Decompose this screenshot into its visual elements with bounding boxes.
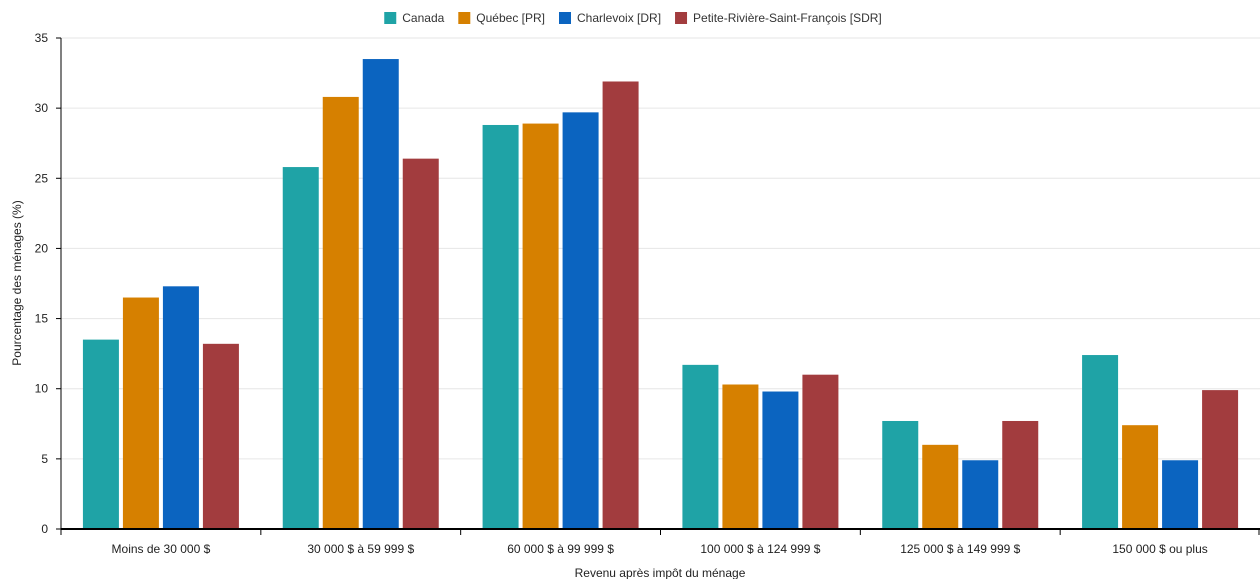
legend-item[interactable]: Charlevoix [DR] bbox=[559, 11, 661, 25]
bar[interactable] bbox=[802, 374, 839, 529]
legend-swatch bbox=[458, 12, 471, 24]
legend-swatch bbox=[384, 12, 397, 24]
bar[interactable] bbox=[202, 343, 239, 529]
y-tick-label: 20 bbox=[35, 241, 49, 255]
legend-item[interactable]: Canada bbox=[384, 11, 445, 25]
legend-label: Québec [PR] bbox=[476, 11, 545, 25]
legend-swatch bbox=[675, 12, 688, 24]
bar[interactable] bbox=[962, 460, 999, 529]
bar[interactable] bbox=[1202, 390, 1239, 529]
bar[interactable] bbox=[322, 96, 359, 530]
x-tick-label: 100 000 $ à 124 999 $ bbox=[700, 542, 820, 556]
bar[interactable] bbox=[1122, 425, 1159, 529]
axes: 0 5 10 15 20 25 30 35 Moins de 30 000 $ 30 000 $ … bbox=[35, 31, 1260, 556]
bar[interactable] bbox=[1002, 420, 1039, 529]
legend-label: Canada bbox=[402, 11, 444, 25]
bar[interactable] bbox=[362, 59, 399, 530]
bar[interactable] bbox=[762, 391, 799, 529]
x-tick-label: 60 000 $ à 99 999 $ bbox=[507, 542, 614, 556]
y-tick-label: 35 bbox=[35, 31, 49, 45]
bar[interactable] bbox=[562, 112, 599, 529]
legend-swatch bbox=[559, 12, 571, 24]
y-axis-title: Pourcentage des ménages (%) bbox=[10, 200, 24, 365]
legend-label: Petite-Rivière-Saint-François [SDR] bbox=[693, 11, 882, 25]
grid bbox=[61, 37, 1260, 460]
bar[interactable] bbox=[722, 384, 759, 529]
bars bbox=[82, 59, 1239, 530]
legend-item[interactable]: Québec [PR] bbox=[458, 11, 545, 25]
x-tick-label: Moins de 30 000 $ bbox=[112, 542, 211, 556]
y-tick-label: 10 bbox=[35, 382, 49, 396]
bar[interactable] bbox=[82, 339, 119, 529]
y-tick-label: 30 bbox=[35, 101, 49, 115]
legend-label: Charlevoix [DR] bbox=[577, 11, 661, 25]
x-tick-label: 30 000 $ à 59 999 $ bbox=[307, 542, 414, 556]
x-tick-label: 125 000 $ à 149 999 $ bbox=[900, 542, 1020, 556]
bar[interactable] bbox=[1082, 355, 1119, 529]
bar[interactable] bbox=[402, 158, 439, 529]
y-tick-label: 0 bbox=[41, 522, 48, 536]
y-tick-label: 15 bbox=[35, 312, 49, 326]
bar[interactable] bbox=[122, 297, 159, 529]
legend[interactable]: Canada Québec [PR] Charlevoix [DR] Petite-R… bbox=[384, 11, 882, 25]
bar[interactable] bbox=[162, 286, 199, 529]
bar[interactable] bbox=[682, 364, 719, 529]
x-tick-label: 150 000 $ ou plus bbox=[1112, 542, 1207, 556]
legend-item[interactable]: Petite-Rivière-Saint-François [SDR] bbox=[675, 11, 882, 25]
bar[interactable] bbox=[1162, 460, 1199, 529]
y-tick-label: 5 bbox=[41, 452, 48, 466]
bar[interactable] bbox=[602, 81, 639, 529]
bar[interactable] bbox=[482, 124, 519, 529]
bar[interactable] bbox=[882, 420, 919, 529]
bar[interactable] bbox=[282, 167, 319, 529]
x-axis-title: Revenu après impôt du ménage bbox=[575, 566, 746, 579]
bar[interactable] bbox=[522, 123, 559, 530]
y-tick-label: 25 bbox=[35, 171, 49, 185]
bar[interactable] bbox=[922, 444, 959, 529]
